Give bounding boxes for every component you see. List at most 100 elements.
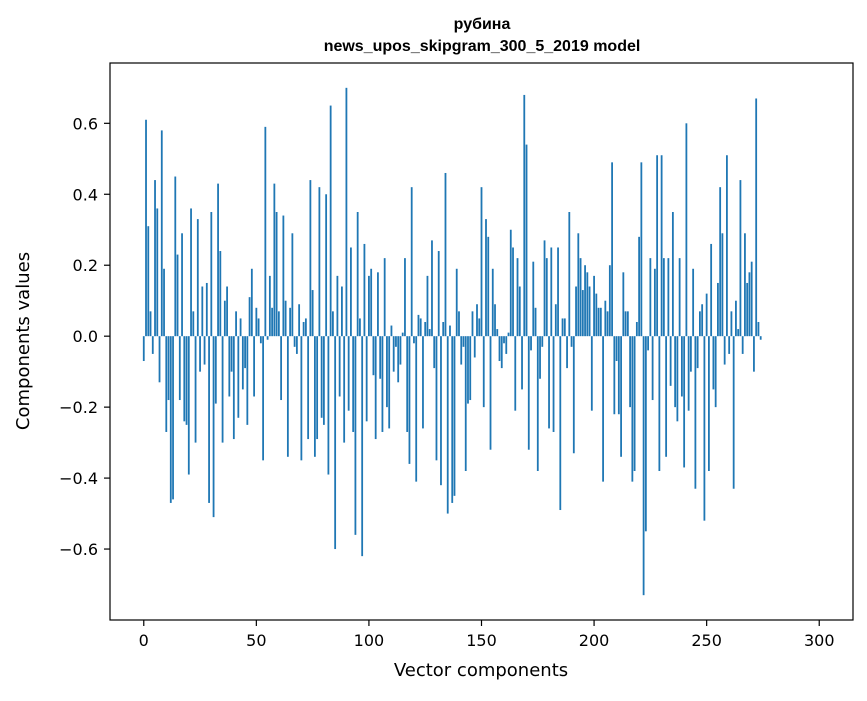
bar-component-87: [338, 336, 341, 397]
bar-component-78: [318, 187, 321, 337]
bar-component-116: [404, 258, 406, 337]
bar-component-235: [671, 212, 674, 337]
bar-component-159: [500, 336, 503, 369]
bar-component-123: [419, 318, 422, 337]
bar-component-223: [644, 336, 647, 532]
bar-component-230: [660, 155, 663, 337]
bar-component-144: [467, 336, 469, 404]
y-axis: −0.6 −0.4 −0.2 0.0 0.2 0.4 0.6: [59, 114, 110, 559]
bar-component-227: [653, 268, 656, 337]
bar-component-19: [185, 336, 188, 425]
bar-component-273: [757, 321, 760, 337]
bar-component-5: [154, 180, 156, 337]
bar-component-79: [320, 336, 323, 418]
bar-component-11: [167, 336, 170, 401]
bar-component-192: [575, 286, 577, 337]
x-tick-label: 0: [139, 631, 149, 650]
bar-component-53: [262, 336, 264, 461]
bar-component-65: [289, 307, 292, 337]
bar-component-76: [313, 336, 316, 457]
bar-component-219: [635, 321, 638, 337]
bar-component-242: [687, 336, 690, 411]
bar-component-100: [368, 275, 370, 337]
bar-component-179: [545, 258, 548, 337]
bar-component-114: [399, 336, 402, 365]
bar-component-27: [203, 336, 206, 365]
bar-component-145: [469, 336, 472, 401]
bar-component-176: [539, 336, 541, 379]
bar-component-134: [444, 172, 447, 337]
chart-title-line-1: рубина: [454, 16, 511, 33]
bar-component-64: [286, 336, 289, 457]
x-axis: 0 50 100 150 200 250 300: [139, 620, 835, 650]
bar-component-59: [275, 212, 278, 337]
bar-component-202: [597, 307, 600, 337]
bar-component-17: [181, 233, 183, 337]
bar-component-38: [228, 336, 231, 397]
bar-component-0: [142, 336, 145, 362]
bar-component-246: [696, 336, 699, 369]
bar-component-48: [250, 268, 253, 337]
bar-component-166: [516, 258, 519, 337]
bar-component-181: [550, 247, 553, 337]
bar-component-272: [755, 98, 758, 337]
bar-component-16: [178, 336, 181, 401]
y-tick-label: 0.0: [73, 327, 98, 346]
bar-component-68: [295, 336, 298, 354]
bar-component-125: [424, 321, 427, 337]
bar-component-83: [329, 105, 332, 337]
bar-component-121: [415, 336, 418, 482]
bar-component-264: [737, 329, 740, 337]
bar-component-126: [426, 275, 429, 337]
bar-component-72: [304, 318, 307, 337]
bar-component-148: [476, 304, 478, 337]
x-tick-label: 200: [579, 631, 610, 650]
x-tick-label: 300: [804, 631, 835, 650]
bar-component-172: [530, 336, 532, 351]
bar-component-117: [406, 336, 409, 432]
bar-component-253: [712, 336, 715, 390]
bar-component-247: [699, 311, 701, 337]
bar-component-15: [176, 254, 179, 337]
bar-component-47: [248, 297, 251, 337]
bar-component-136: [449, 325, 451, 337]
bar-component-120: [413, 336, 415, 344]
bar-component-94: [354, 336, 357, 535]
bar-component-115: [401, 332, 404, 337]
bar-component-239: [680, 336, 683, 397]
bar-component-99: [365, 336, 368, 422]
bar-component-61: [280, 336, 283, 401]
bar-component-39: [230, 336, 233, 372]
bar-component-62: [282, 215, 285, 337]
y-tick-label: −0.2: [59, 398, 98, 417]
bar-component-37: [226, 286, 228, 337]
chart-title-line-2: news_upos_skipgram_300_5_2019 model: [324, 38, 641, 55]
bar-component-10: [165, 336, 168, 432]
bar-component-58: [273, 183, 276, 337]
bar-component-81: [325, 194, 328, 337]
bar-component-35: [221, 336, 224, 443]
bar-component-32: [214, 336, 217, 404]
bar-component-252: [710, 243, 713, 337]
bar-component-178: [543, 240, 546, 337]
bar-component-269: [748, 272, 751, 337]
bar-component-2: [147, 226, 150, 337]
bar-component-40: [232, 336, 235, 440]
bar-component-231: [662, 258, 665, 337]
bar-component-263: [735, 300, 737, 337]
bar-component-222: [642, 336, 645, 596]
bar-component-127: [428, 329, 431, 337]
bar-component-191: [572, 336, 575, 454]
y-tick-label: −0.6: [59, 540, 98, 559]
bar-component-271: [753, 336, 755, 372]
bar-component-98: [363, 243, 366, 337]
y-axis-label: Components values: [13, 252, 34, 430]
bar-component-88: [341, 286, 343, 337]
bar-component-141: [460, 336, 463, 365]
bar-component-169: [523, 94, 526, 337]
bar-component-46: [246, 336, 249, 425]
bar-component-236: [674, 336, 677, 408]
bar-component-195: [581, 290, 584, 337]
